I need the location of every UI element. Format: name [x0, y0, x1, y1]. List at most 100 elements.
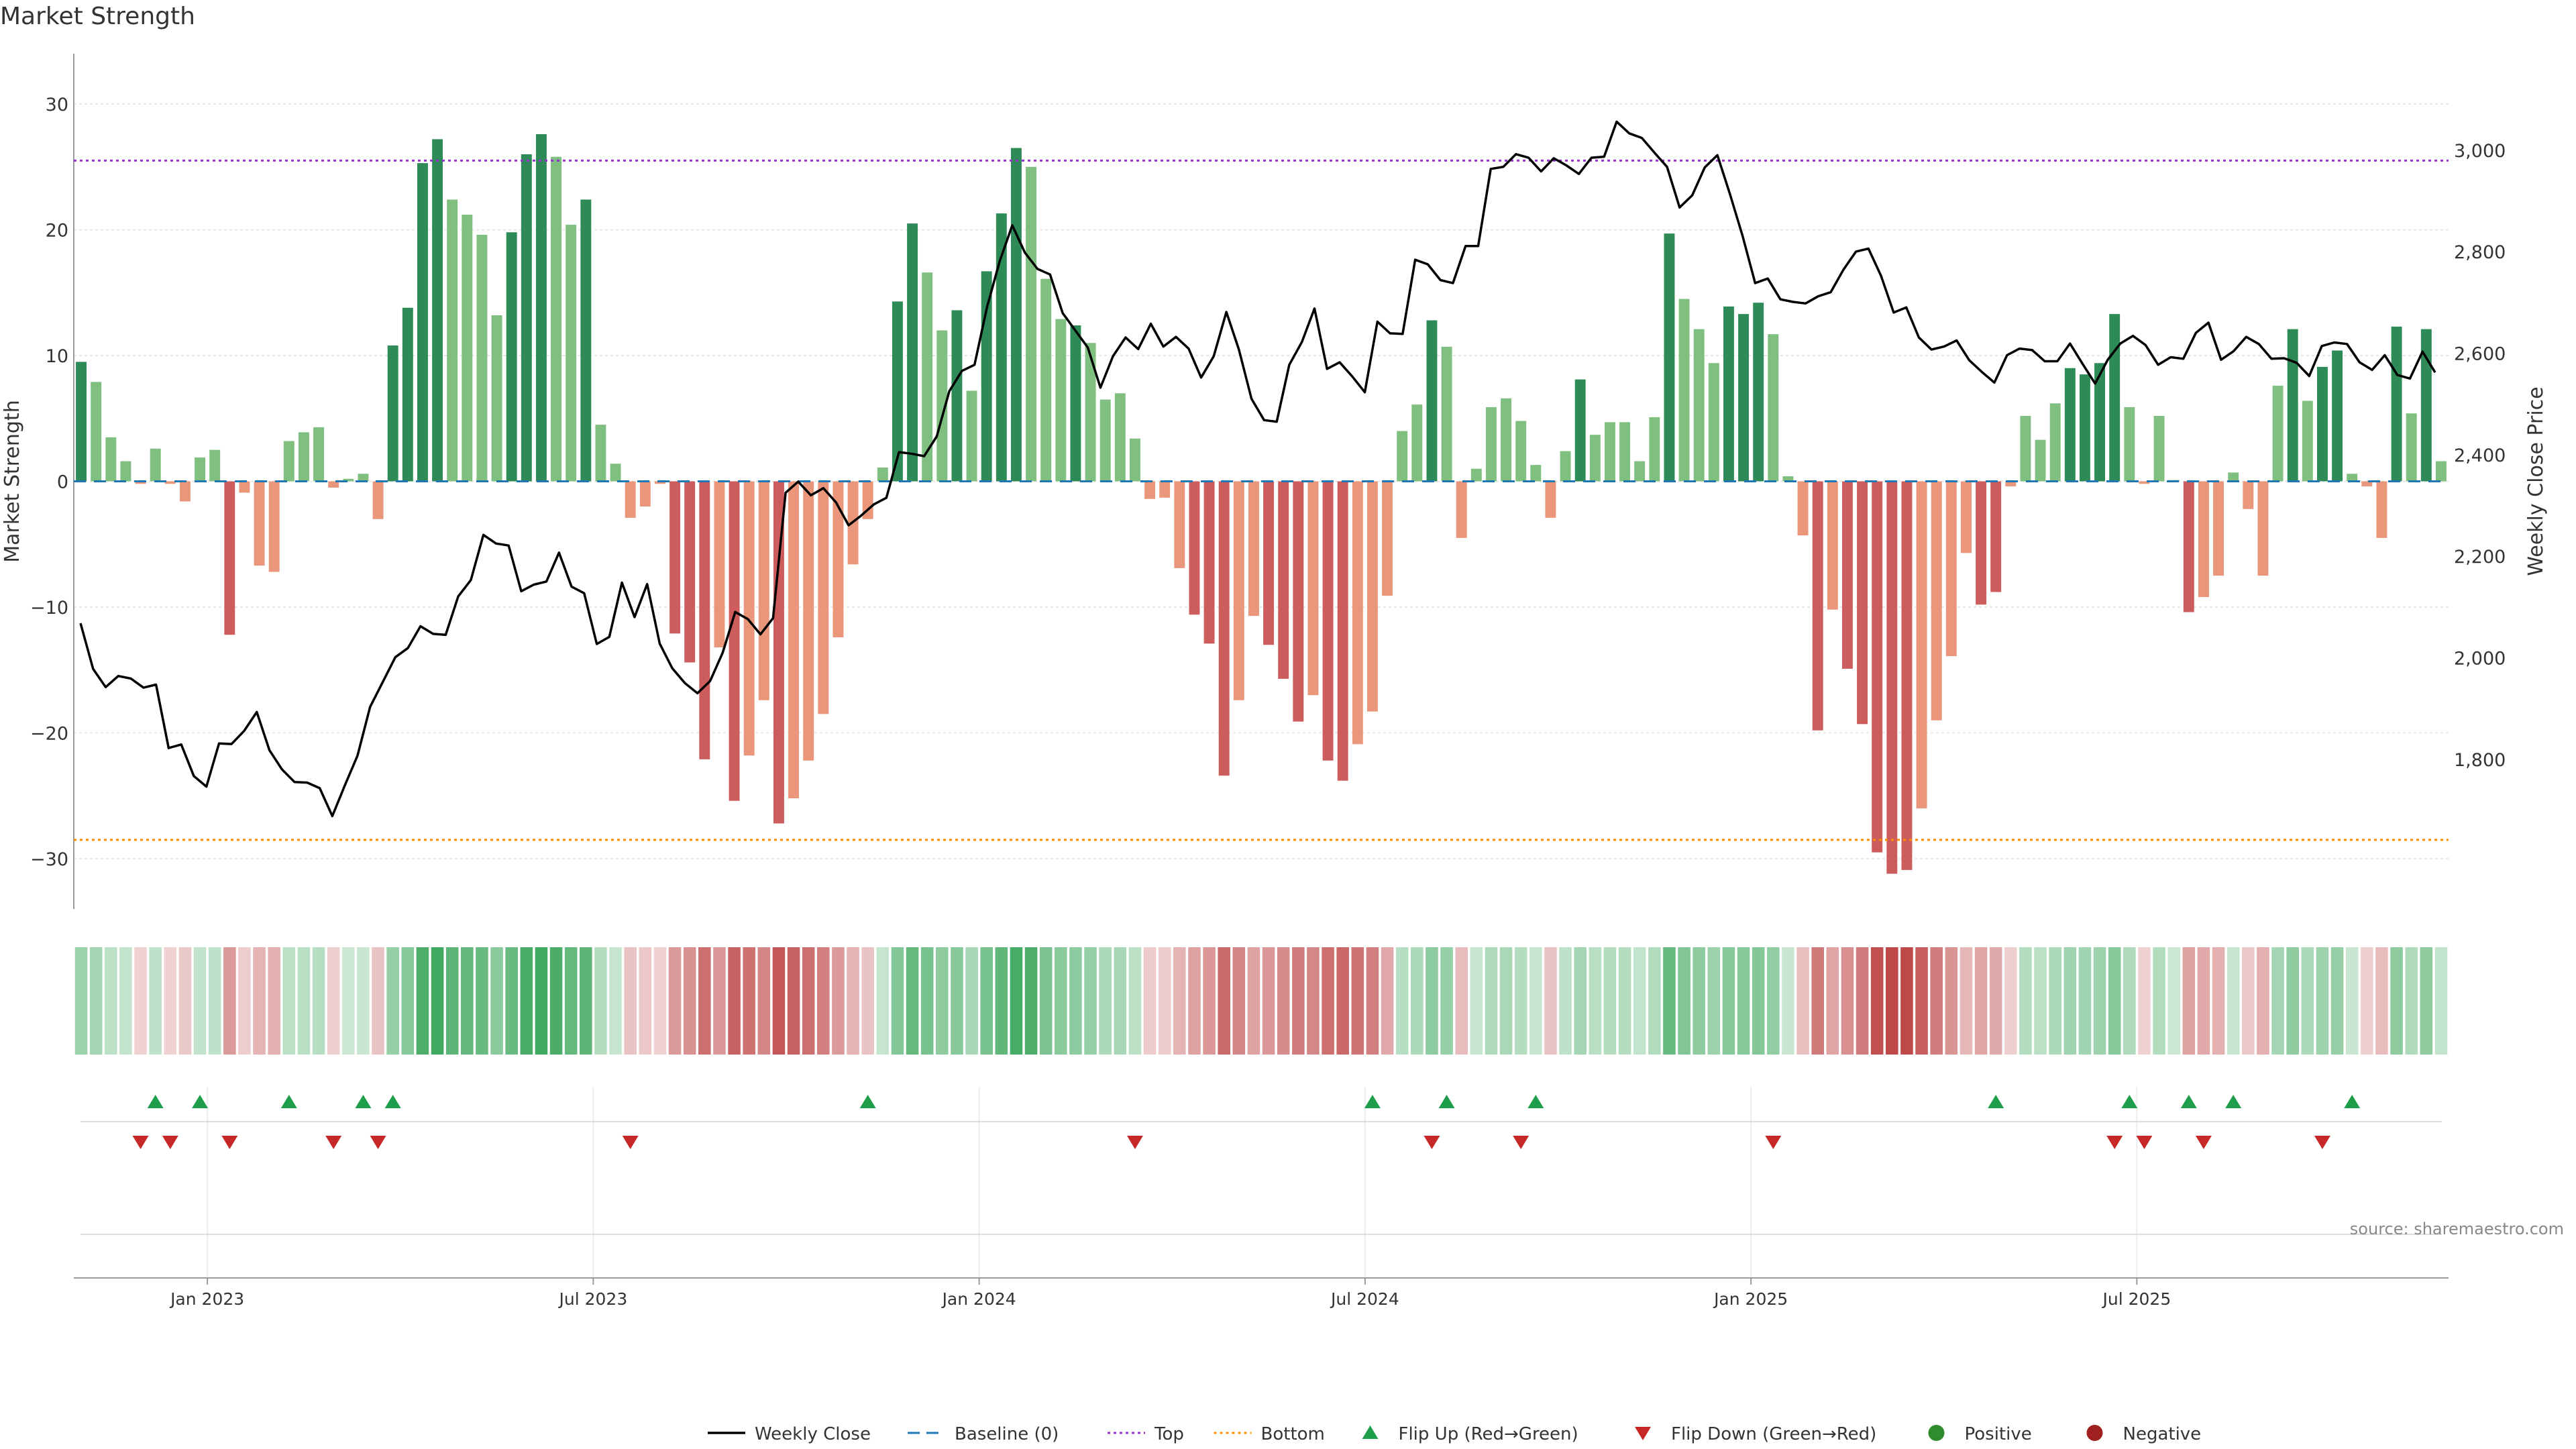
strength-bar	[1441, 346, 1452, 482]
strength-bar	[2272, 386, 2284, 482]
strength-bar	[2332, 350, 2343, 482]
y-tick-label: 10	[46, 346, 68, 367]
heat-cell	[2034, 947, 2047, 1055]
flip-down-marker	[325, 1136, 342, 1149]
heat-cell	[431, 947, 444, 1055]
strength-bar	[1070, 325, 1081, 482]
heat-cell	[1514, 947, 1527, 1055]
legend-label: Flip Up (Red→Green)	[1399, 1424, 1578, 1444]
heat-cell	[372, 947, 384, 1055]
heat-cell	[1114, 947, 1127, 1055]
heat-cell	[119, 947, 132, 1055]
heat-cell	[1455, 947, 1468, 1055]
strength-bar	[447, 199, 458, 482]
heat-cell	[1603, 947, 1617, 1055]
heat-cell	[549, 947, 563, 1055]
heat-cell	[772, 947, 786, 1055]
flip-up-marker	[384, 1095, 401, 1108]
heat-cell	[1158, 947, 1171, 1055]
heat-cell	[2153, 947, 2165, 1055]
flip-down-marker	[1765, 1136, 1782, 1149]
heat-cell	[1856, 947, 1869, 1055]
heat-cell	[445, 947, 459, 1055]
strength-bar	[2257, 481, 2269, 576]
heat-cell	[1485, 947, 1498, 1055]
strength-bar	[476, 235, 488, 482]
heat-cell	[1470, 947, 1483, 1055]
heat-cell	[936, 947, 949, 1055]
strength-bar	[639, 481, 651, 506]
heat-cell	[2108, 947, 2121, 1055]
heat-cell	[995, 947, 1008, 1055]
strength-bar	[1560, 451, 1571, 482]
strength-bar	[1901, 481, 1913, 870]
strength-bar	[877, 467, 888, 482]
strength-bar	[1857, 481, 1868, 724]
heat-cell	[2420, 947, 2433, 1055]
strength-bar	[1649, 417, 1660, 482]
heat-cell	[297, 947, 311, 1055]
heat-cell	[1886, 947, 1898, 1055]
strength-bar	[2124, 407, 2135, 482]
strength-bar	[1812, 481, 1823, 731]
flip-down-marker	[2136, 1136, 2153, 1149]
strength-bar	[1872, 481, 1883, 853]
strength-bar	[150, 448, 161, 482]
x-tick-label: Jul 2025	[2102, 1289, 2171, 1309]
heat-cell	[1055, 947, 1067, 1055]
flip-up-marker	[192, 1095, 209, 1108]
heat-cell	[757, 947, 771, 1055]
strength-bar	[462, 215, 473, 482]
x-tick-label: Jul 2024	[1330, 1289, 1399, 1309]
strength-bar	[1203, 481, 1215, 644]
flip-up-marker	[2225, 1095, 2242, 1108]
flip-up-marker	[1988, 1095, 2004, 1108]
strength-bar	[699, 481, 710, 759]
strength-bar	[2049, 403, 2061, 482]
heat-cell	[1426, 947, 1438, 1055]
strength-bar	[1990, 481, 2002, 592]
heat-cell	[208, 947, 221, 1055]
y-tick-label: 30	[46, 95, 68, 115]
heat-cell	[505, 947, 518, 1055]
strength-bar	[1099, 399, 1111, 482]
strength-bar	[1352, 481, 1363, 745]
flip-down-marker	[370, 1136, 386, 1149]
legend-label: Flip Down (Green→Red)	[1671, 1424, 1876, 1444]
strength-bar	[907, 223, 918, 482]
heat-cell	[461, 947, 474, 1055]
legend-label: Negative	[2123, 1424, 2202, 1444]
strength-bar	[625, 481, 636, 518]
y2-tick-label: 3,000	[2454, 141, 2506, 162]
strength-bar	[566, 225, 577, 482]
strength-bar	[2376, 481, 2387, 538]
heat-cell	[2434, 947, 2448, 1055]
strength-bar	[2435, 461, 2447, 482]
heat-cell	[728, 947, 741, 1055]
strength-bar	[1055, 319, 1067, 482]
strength-bar	[1604, 422, 1615, 482]
heat-cell	[2182, 947, 2196, 1055]
heat-cell	[1336, 947, 1349, 1055]
flip-up-marker	[2344, 1095, 2361, 1108]
strength-bar	[966, 390, 977, 482]
strength-bar	[179, 481, 191, 502]
heat-cell	[2375, 947, 2388, 1055]
strength-bar	[1218, 481, 1230, 776]
flip-down-marker	[1126, 1136, 1143, 1149]
strength-bar	[283, 441, 294, 482]
heat-cell	[1752, 947, 1765, 1055]
strength-bar	[922, 272, 933, 482]
heat-cell	[1737, 947, 1750, 1055]
flip-down-marker	[162, 1136, 178, 1149]
strength-bar	[1693, 329, 1705, 482]
legend-label: Positive	[1965, 1424, 2032, 1444]
flip-up-marker	[280, 1095, 297, 1108]
heat-cell	[1574, 947, 1587, 1055]
heat-cell	[1989, 947, 2002, 1055]
heat-cell	[1559, 947, 1572, 1055]
page-title: Market Strength	[0, 3, 195, 30]
y-tick-label: −30	[30, 849, 68, 870]
strength-bar	[1501, 398, 1512, 482]
